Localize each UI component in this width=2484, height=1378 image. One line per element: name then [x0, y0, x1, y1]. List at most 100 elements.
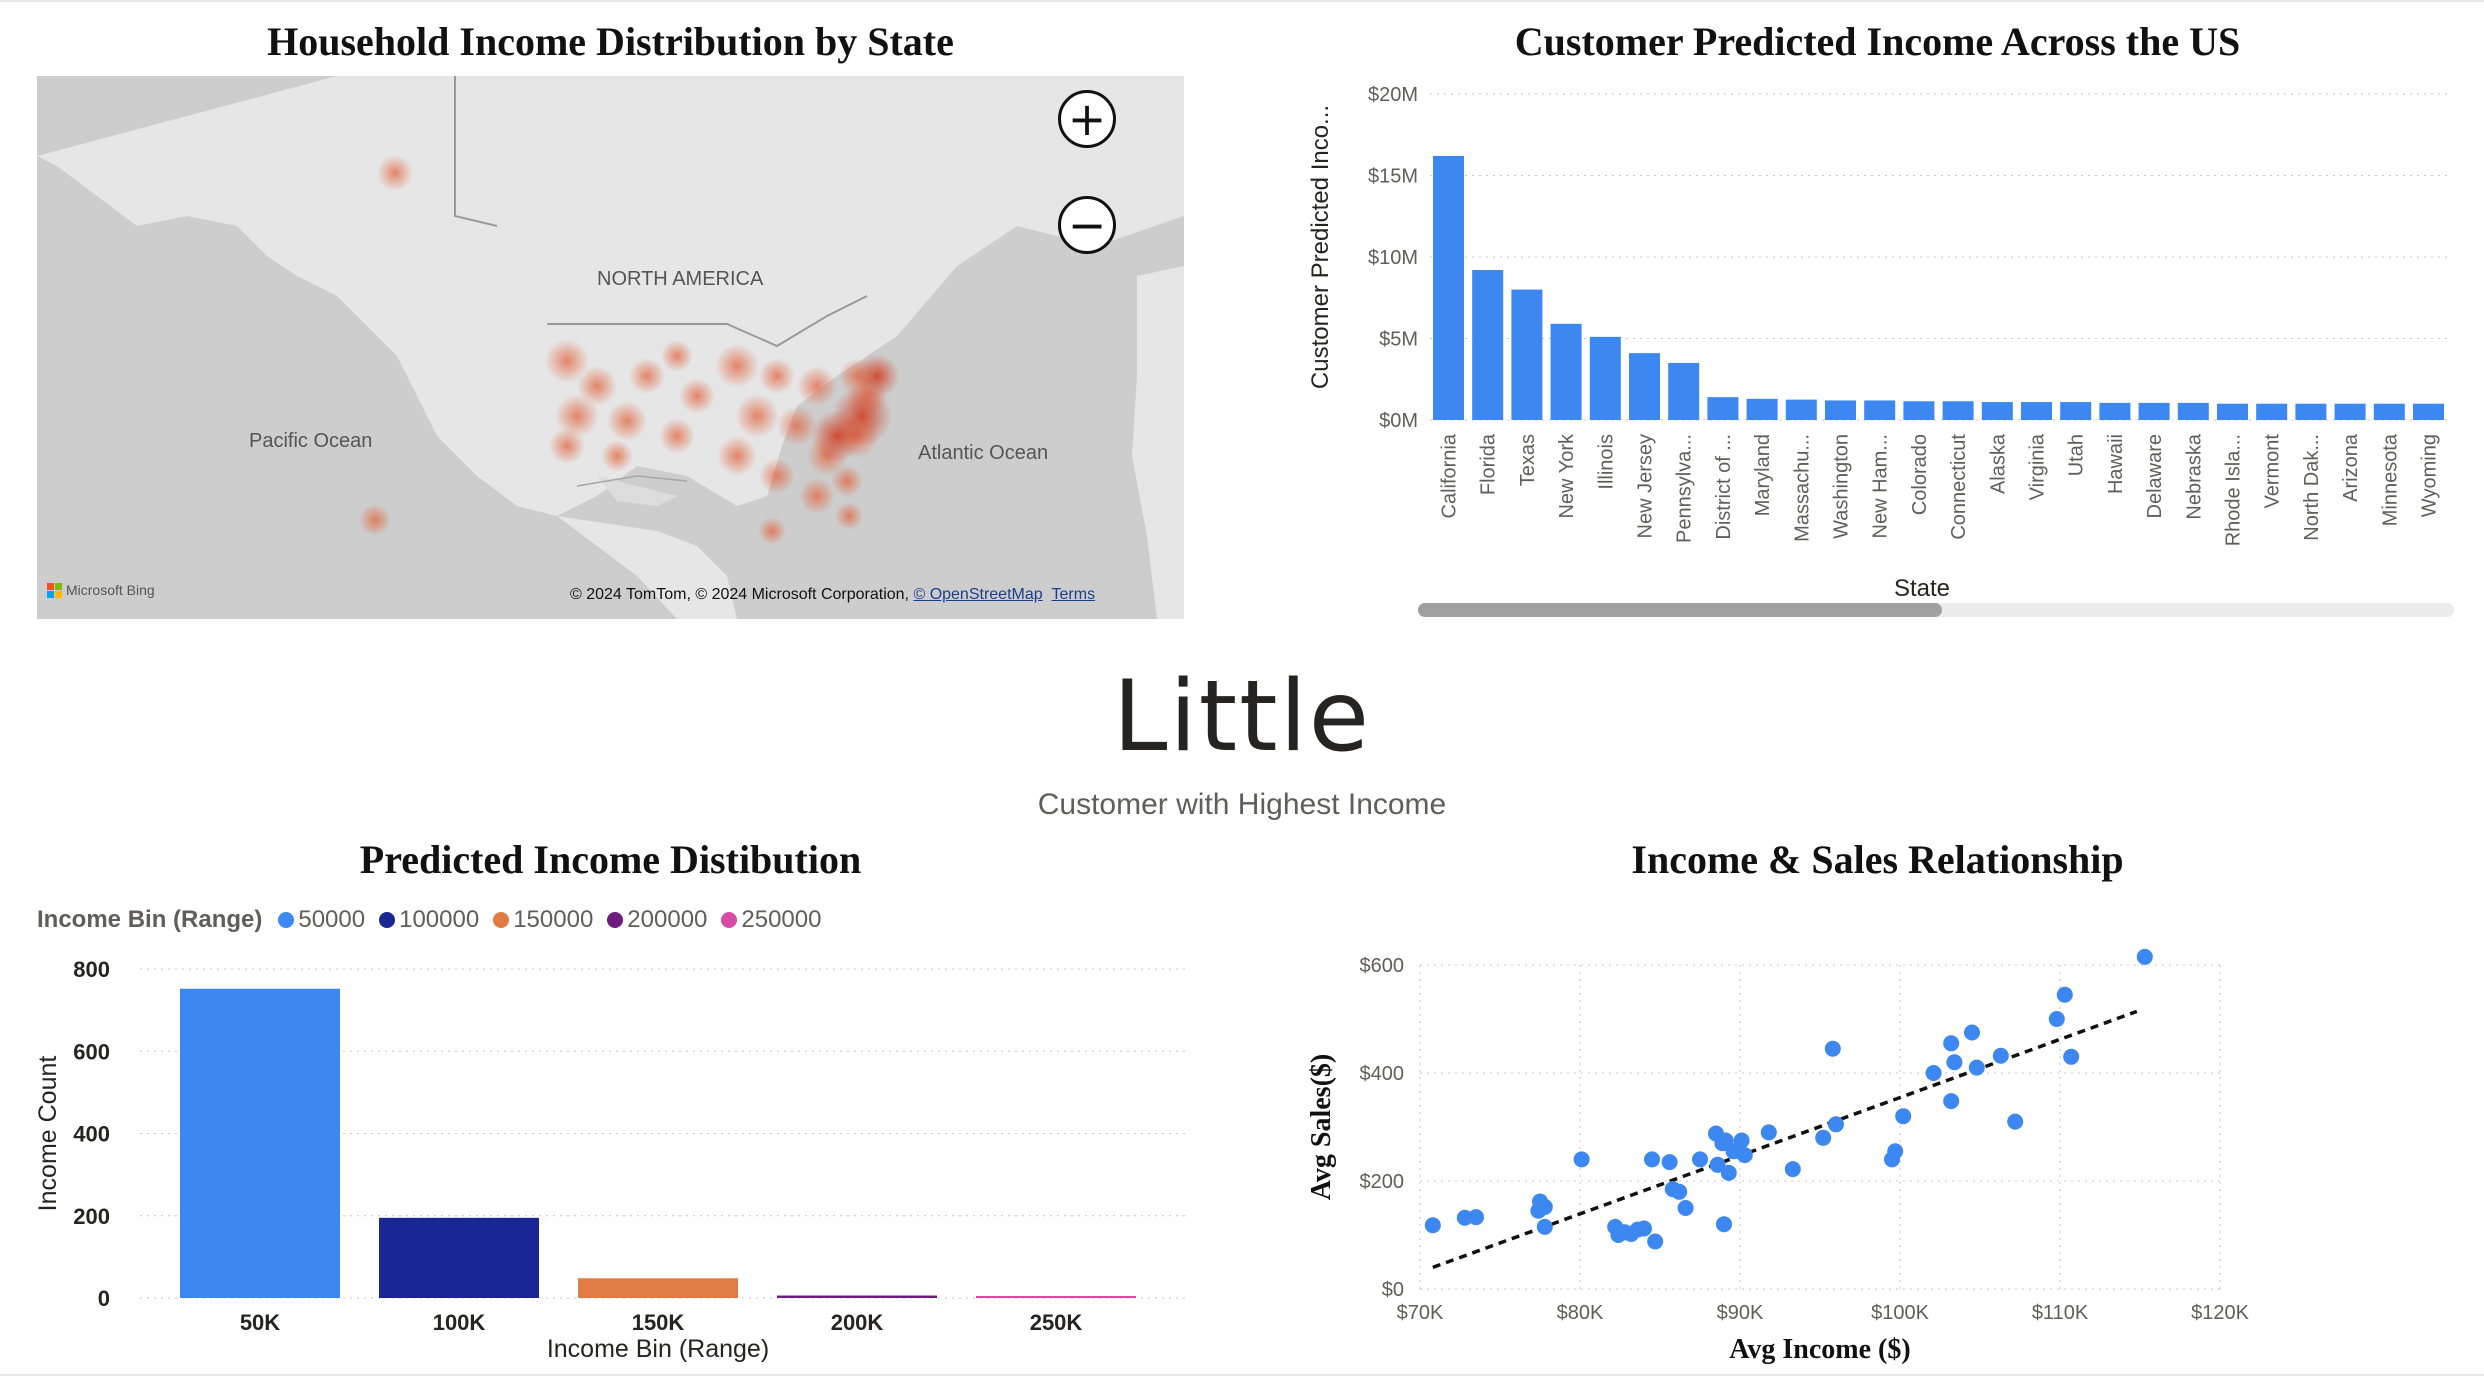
scatter-point [1925, 1065, 1942, 1081]
bin-chart-title: Predicted Income Distibution [359, 837, 862, 882]
scatter-point [1943, 1035, 1960, 1052]
y-tick-label: 400 [73, 1122, 110, 1147]
scrollbar-thumb[interactable] [1418, 603, 1942, 617]
y-axis-title: Avg Sales($) [1306, 1054, 1337, 1200]
bing-logo-icon [47, 582, 62, 598]
scatter-point [1760, 1124, 1777, 1141]
scatter-point [1784, 1161, 1801, 1178]
bar-washington [1825, 400, 1856, 420]
bar-utah [2060, 402, 2092, 420]
y-axis-title: Customer Predicted Inco... [1307, 105, 1334, 389]
scatter-point [1964, 1024, 1980, 1041]
scatter-point [1636, 1220, 1652, 1237]
zoom-in-button[interactable]: + [1058, 90, 1116, 148]
x-tick-label: District of ... [1713, 434, 1735, 540]
kpi-label: Customer with Highest Income [1037, 788, 1447, 821]
scatter-point [1692, 1151, 1708, 1168]
bar-pennsylva- [1668, 362, 1700, 420]
income-sales-scatter-chart: $0 $200 $400 $600 $70K $80K $90K $100K $110K $120… [1306, 948, 2250, 1365]
top-border [0, 0, 2484, 2]
legend-item-50000[interactable]: 50000 [278, 906, 365, 934]
y-tick-label: $20M [1368, 84, 1418, 106]
x-tick-label: Rhode Isla... [2223, 434, 2245, 546]
scatter-chart-title: Income & Sales Relationship [1631, 837, 2124, 882]
x-tick-label: Vermont [2262, 434, 2284, 509]
attribution-text: © 2024 TomTom, © 2024 Microsoft Corporat… [570, 586, 909, 603]
state-chart-title: Customer Predicted Income Across the US [1514, 19, 2241, 64]
scatter-point [1573, 1151, 1590, 1168]
x-tick-label: 100K [433, 1310, 486, 1335]
x-tick-label: Pennsylva... [1674, 434, 1696, 543]
x-tick-label: Texas [1517, 434, 1539, 486]
map-canvas[interactable]: NORTH AMERICA Pacific Ocean Atlantic Oce… [37, 76, 1184, 619]
legend-item-100000[interactable]: 100000 [379, 906, 479, 934]
x-tick-label: North Dak... [2301, 434, 2323, 541]
y-tick-label: $400 [1360, 1063, 1405, 1085]
terms-link[interactable]: Terms [1051, 586, 1096, 603]
scatter-point [2056, 986, 2073, 1003]
x-tick-label: $120K [2191, 1302, 2249, 1324]
legend-dot [607, 912, 624, 928]
x-tick-label: Washington [1831, 434, 1853, 539]
x-axis-title: Avg Income ($) [1729, 1334, 1910, 1365]
map-label-atlantic-ocean: Atlantic Ocean [918, 442, 1049, 464]
y-tick-label: $5M [1379, 329, 1418, 351]
x-axis-title: Income Bin (Range) [547, 1335, 769, 1363]
scatter-point [1661, 1154, 1678, 1171]
scatter-point [1709, 1156, 1726, 1173]
legend-item-200000[interactable]: 200000 [607, 906, 707, 934]
bar-illinois [1589, 336, 1621, 420]
bar-200k [777, 1295, 937, 1298]
scatter-point [1736, 1147, 1753, 1164]
x-tick-label: Massachu... [1791, 434, 1813, 542]
bar-new-ham- [1864, 400, 1896, 420]
x-axis-title: State [1894, 575, 1950, 602]
x-tick-label: New York [1556, 433, 1578, 518]
bar-hawaii [2099, 402, 2131, 420]
map-basemap [37, 76, 1184, 619]
legend-dot [721, 912, 738, 928]
x-tick-label: 200K [831, 1310, 884, 1335]
bar-wyoming [2413, 403, 2444, 420]
x-tick-label: $90K [1717, 1302, 1764, 1324]
y-tick-label: $10M [1368, 247, 1418, 269]
map-title: Household Income Distribution by State [267, 19, 954, 64]
bar-delaware [2138, 402, 2170, 420]
bar-150k [578, 1278, 738, 1298]
scatter-point [1468, 1209, 1484, 1226]
x-tick-label: Delaware [2144, 434, 2166, 518]
x-tick-label: New Ham... [1870, 434, 1892, 538]
bar-arizona [2334, 403, 2366, 420]
bar-north-dak- [2295, 403, 2327, 420]
state-income-bar-chart: $0M $5M $10M $15M $20M California Florida Texas… [1307, 84, 2448, 602]
scatter-point [2136, 948, 2153, 965]
scatter-point [1887, 1143, 1904, 1160]
scatter-point [1424, 1217, 1441, 1234]
scatter-point [1647, 1233, 1664, 1250]
x-tick-label: Illinois [1595, 434, 1617, 490]
bin-chart-legend: Income Bin (Range) 50000 100000 150000 2… [37, 906, 835, 934]
scatter-point [1968, 1059, 1985, 1076]
kpi-top-customer-name: Little [1112, 660, 1372, 774]
bar-new-york [1550, 323, 1582, 420]
x-tick-label: 150K [632, 1310, 685, 1335]
y-axis-title: Income Count [34, 1056, 62, 1212]
bing-logo: Microsoft Bing [47, 582, 155, 598]
income-bin-bar-chart: 0 200 400 600 800 50K 100K 150K 200K 250K Income B… [34, 957, 1190, 1363]
map-label-pacific-ocean: Pacific Ocean [249, 430, 373, 452]
legend-item-150000[interactable]: 150000 [493, 906, 593, 934]
legend-label: 100000 [399, 906, 480, 933]
zoom-out-button[interactable]: − [1058, 196, 1116, 254]
x-tick-label: Alaska [1987, 433, 2009, 494]
scatter-point [1992, 1047, 2009, 1064]
legend-item-250000[interactable]: 250000 [721, 906, 821, 934]
bar-minnesota [2373, 403, 2405, 420]
y-tick-label: $0M [1379, 410, 1418, 432]
scatter-point [2063, 1048, 2080, 1065]
legend-dot [493, 912, 510, 928]
legend-dot [379, 912, 396, 928]
scatter-point [2048, 1011, 2065, 1027]
y-tick-label: $600 [1360, 955, 1405, 977]
openstreetmap-link[interactable]: © OpenStreetMap [913, 586, 1043, 603]
horizontal-scrollbar[interactable] [1418, 603, 2454, 617]
